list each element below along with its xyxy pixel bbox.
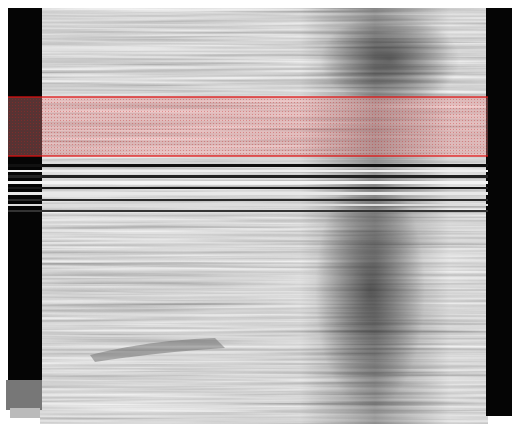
band-light xyxy=(8,170,488,172)
band-dark xyxy=(8,164,488,167)
top-strip xyxy=(40,0,488,6)
band-dark xyxy=(8,199,488,201)
dark-region xyxy=(320,15,460,105)
page: scan {} html, body { margin: 0; padding:… xyxy=(0,0,512,424)
band-light xyxy=(8,192,488,195)
page-body xyxy=(0,0,512,424)
band-dark xyxy=(8,175,488,178)
selection-band xyxy=(8,97,488,156)
band-dark xyxy=(8,210,488,212)
bands xyxy=(8,164,488,212)
right-border xyxy=(486,8,512,416)
band-light xyxy=(8,181,488,184)
scan-image xyxy=(0,0,512,424)
corner-artifact xyxy=(10,408,40,418)
corner-artifact xyxy=(6,380,42,410)
band-light xyxy=(8,204,488,206)
band-dark xyxy=(8,187,488,189)
